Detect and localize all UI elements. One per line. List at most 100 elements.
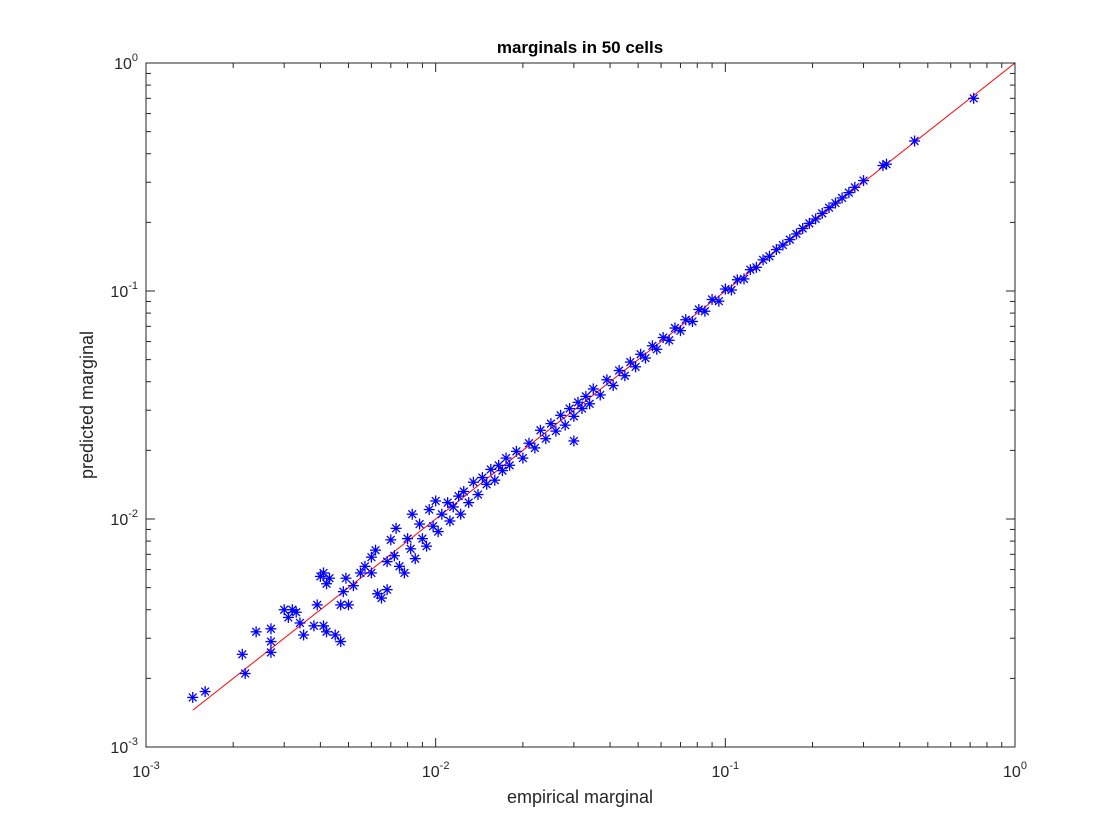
data-point bbox=[880, 158, 892, 170]
data-point bbox=[529, 442, 541, 454]
data-point bbox=[421, 540, 433, 552]
data-point bbox=[472, 489, 484, 501]
data-point bbox=[250, 626, 262, 638]
data-point bbox=[568, 435, 580, 447]
data-point bbox=[686, 315, 698, 327]
data-point bbox=[594, 389, 606, 401]
data-point bbox=[463, 497, 475, 509]
data-point bbox=[580, 390, 592, 402]
data-point bbox=[849, 181, 861, 193]
x-tick-label: 10-3 bbox=[132, 760, 160, 781]
data-point bbox=[409, 553, 421, 565]
data-point bbox=[630, 361, 642, 373]
y-tick-label: 10-3 bbox=[110, 736, 138, 757]
data-point bbox=[239, 668, 251, 680]
data-point bbox=[347, 580, 359, 592]
data-point bbox=[550, 425, 562, 437]
data-point bbox=[381, 556, 393, 568]
data-point bbox=[706, 293, 718, 305]
data-point bbox=[430, 495, 442, 507]
data-point bbox=[354, 567, 366, 579]
data-point bbox=[405, 543, 417, 555]
data-point bbox=[797, 222, 809, 234]
y-tick-label: 100 bbox=[114, 52, 138, 73]
data-point bbox=[282, 611, 294, 623]
data-point bbox=[402, 533, 414, 545]
data-point bbox=[572, 396, 584, 408]
data-point bbox=[388, 550, 400, 562]
data-point bbox=[423, 504, 435, 516]
data-point bbox=[836, 192, 848, 204]
data-point bbox=[290, 606, 302, 618]
data-point bbox=[750, 261, 762, 273]
data-point bbox=[485, 463, 497, 475]
x-tick-label: 100 bbox=[1003, 760, 1027, 781]
data-point bbox=[564, 403, 576, 415]
reference-line bbox=[192, 62, 1016, 711]
plot-frame bbox=[145, 62, 1016, 748]
data-point bbox=[909, 135, 921, 147]
data-point bbox=[236, 648, 248, 660]
data-point bbox=[587, 383, 599, 395]
data-point bbox=[584, 398, 596, 410]
data-point bbox=[442, 497, 454, 509]
data-point bbox=[444, 515, 456, 527]
data-point bbox=[187, 691, 199, 703]
data-point bbox=[496, 465, 508, 477]
data-point bbox=[713, 295, 725, 307]
data-point bbox=[436, 508, 448, 520]
data-point bbox=[265, 636, 277, 648]
data-point bbox=[359, 560, 371, 572]
data-point bbox=[777, 239, 789, 251]
data-point bbox=[390, 522, 402, 534]
data-point bbox=[576, 403, 588, 415]
data-point bbox=[680, 314, 692, 326]
data-point bbox=[199, 686, 211, 698]
data-point bbox=[311, 599, 323, 611]
data-point bbox=[321, 626, 333, 638]
data-point bbox=[416, 533, 428, 545]
data-point bbox=[329, 629, 341, 641]
y-tick-label: 10-2 bbox=[110, 508, 138, 529]
data-point bbox=[555, 409, 567, 421]
chart-title: marginals in 50 cells bbox=[497, 38, 663, 57]
data-point bbox=[523, 437, 535, 449]
data-point bbox=[308, 620, 320, 632]
data-point bbox=[414, 518, 426, 530]
reference-line-layer bbox=[192, 62, 1016, 711]
data-point bbox=[725, 284, 737, 296]
data-point bbox=[337, 586, 349, 598]
data-point bbox=[406, 508, 418, 520]
data-point bbox=[639, 352, 651, 364]
data-point bbox=[265, 623, 277, 635]
data-point bbox=[559, 419, 571, 431]
data-point bbox=[294, 617, 306, 629]
y-axis-label: predicted marginal bbox=[77, 331, 97, 479]
data-point bbox=[370, 544, 382, 556]
x-axis-label: empirical marginal bbox=[507, 787, 653, 807]
x-tick-label: 10-1 bbox=[712, 760, 740, 781]
data-point bbox=[619, 370, 631, 382]
data-point bbox=[763, 250, 775, 262]
data-point bbox=[342, 599, 354, 611]
data-point bbox=[375, 592, 387, 604]
data-point bbox=[510, 445, 522, 457]
y-tick-label: 10-1 bbox=[110, 280, 138, 301]
data-point bbox=[858, 175, 870, 187]
data-point bbox=[540, 433, 552, 445]
data-point bbox=[335, 599, 347, 611]
data-point bbox=[651, 343, 663, 355]
data-point bbox=[381, 584, 393, 596]
data-point bbox=[393, 560, 405, 572]
data-point bbox=[458, 486, 470, 498]
data-point bbox=[489, 474, 501, 486]
data-point bbox=[810, 213, 822, 225]
data-point bbox=[601, 374, 613, 386]
data-point bbox=[663, 334, 675, 346]
data-point bbox=[568, 410, 580, 422]
data-point bbox=[738, 273, 750, 285]
data-point bbox=[504, 459, 516, 471]
axis-ticks: 10-3 10-2 10-1 100 10-3 10-2 10-1 100 bbox=[110, 52, 1027, 781]
data-point bbox=[481, 478, 493, 490]
